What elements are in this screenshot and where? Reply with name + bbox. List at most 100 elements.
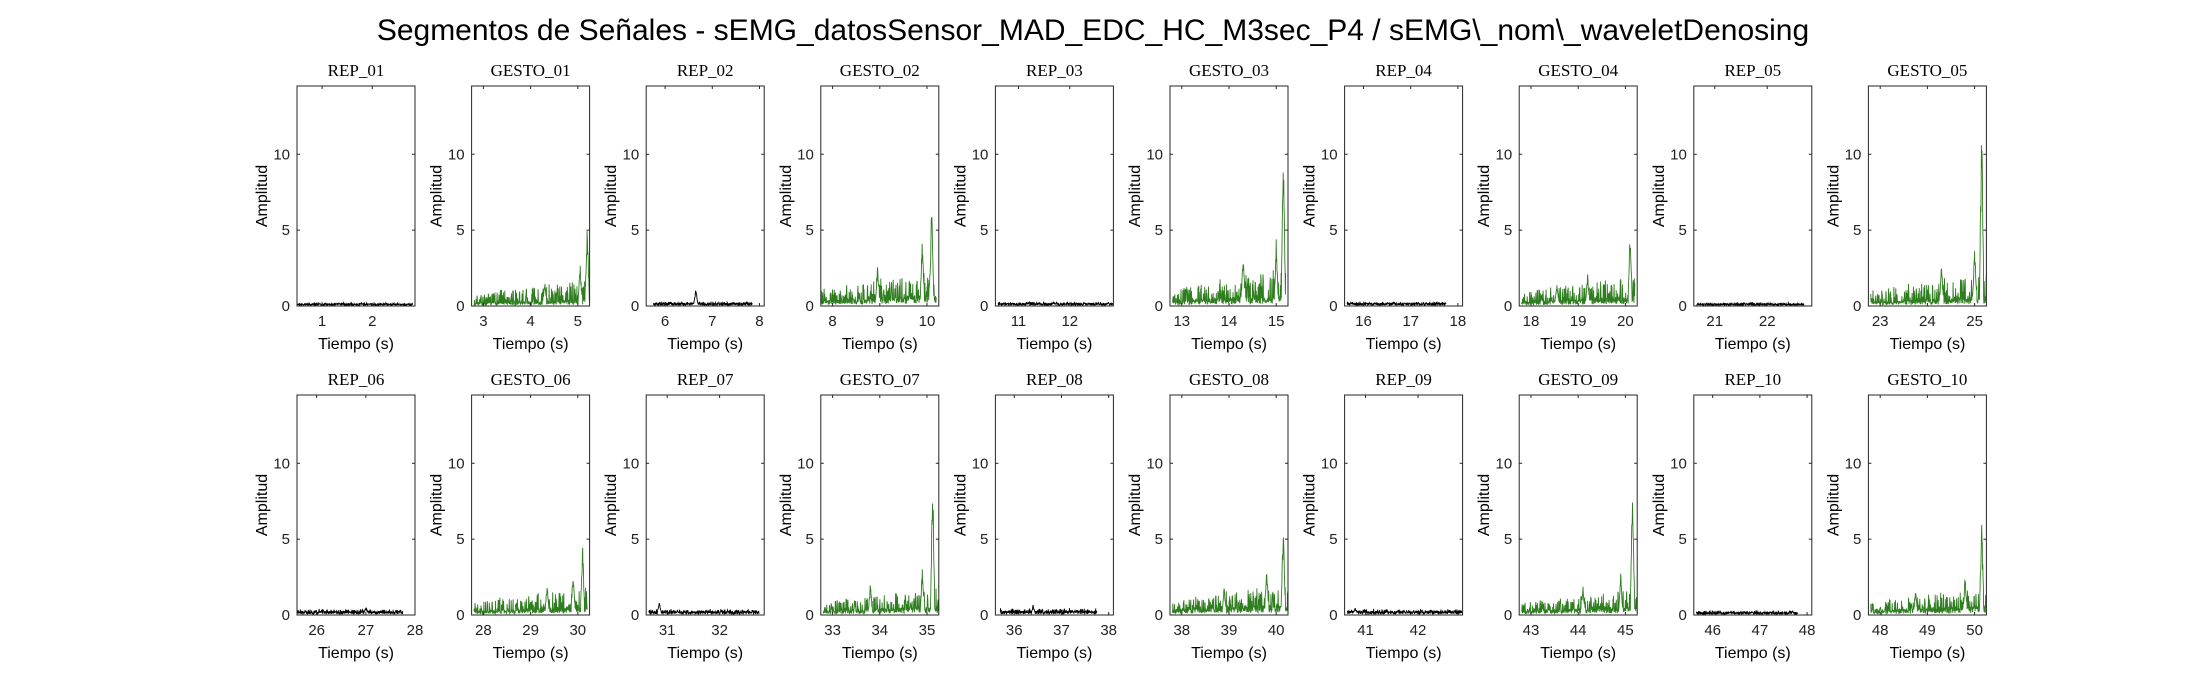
y-tick-label: 0 (1504, 607, 1512, 624)
y-tick-label: 5 (1155, 531, 1163, 548)
y-axis-label: Amplitud (429, 474, 446, 536)
axes-box (471, 394, 591, 616)
y-tick-label: 5 (1504, 222, 1512, 239)
y-tick-label: 5 (456, 531, 464, 548)
y-tick-label: 10 (1670, 455, 1687, 472)
y-axis-label: Amplitud (1651, 474, 1668, 536)
y-axis-label: Amplitud (952, 165, 969, 227)
y-tick-label: 0 (1504, 298, 1512, 315)
x-tick-label: 8 (828, 313, 836, 330)
y-tick-label: 5 (631, 222, 639, 239)
y-axis-label: Amplitud (254, 474, 271, 536)
x-tick-label: 15 (1268, 313, 1285, 330)
y-axis-label: Amplitud (1825, 165, 1842, 227)
x-tick-label: 29 (522, 622, 539, 639)
x-axis-label: Tiempo (s) (493, 645, 569, 662)
subplot-title: REP_04 (1375, 61, 1432, 80)
x-tick-label: 17 (1402, 313, 1419, 330)
x-tick-label: 5 (574, 313, 582, 330)
subplot-title: GESTO_09 (1538, 370, 1618, 389)
y-tick-label: 10 (972, 146, 989, 163)
x-axis-label: Tiempo (s) (1540, 645, 1616, 662)
x-tick-label: 10 (919, 313, 936, 330)
y-tick-label: 10 (1670, 146, 1687, 163)
x-tick-label: 32 (711, 622, 728, 639)
y-tick-label: 5 (1155, 222, 1163, 239)
y-tick-label: 5 (1853, 531, 1861, 548)
gesto-signal-line (1171, 537, 1289, 615)
x-tick-label: 37 (1053, 622, 1070, 639)
x-tick-label: 25 (1966, 313, 1983, 330)
axes-box (1693, 394, 1813, 616)
y-tick-label: 0 (805, 298, 813, 315)
x-tick-label: 9 (876, 313, 884, 330)
x-axis-label: Tiempo (s) (1715, 336, 1791, 353)
y-axis-label: Amplitud (778, 165, 795, 227)
subplot-title: REP_10 (1724, 370, 1781, 389)
subplot-rep-05: REP_05 0 5 10 21 22 Tiempo (s) Amplitud (1651, 61, 1813, 353)
x-tick-label: 16 (1355, 313, 1372, 330)
axes-box (296, 85, 416, 307)
x-tick-label: 50 (1966, 622, 1983, 639)
x-tick-label: 38 (1100, 622, 1117, 639)
x-tick-label: 30 (569, 622, 586, 639)
x-axis-label: Tiempo (s) (1191, 336, 1267, 353)
subplot-title: REP_07 (677, 370, 734, 389)
subplot-gesto-01: GESTO_01 0 5 10 3 4 5 Tiempo (s) Amplitud (429, 61, 591, 353)
y-tick-label: 10 (1845, 146, 1862, 163)
x-axis-label: Tiempo (s) (1366, 336, 1442, 353)
x-tick-label: 43 (1523, 622, 1540, 639)
subplot-title: REP_08 (1026, 370, 1083, 389)
x-tick-label: 6 (661, 313, 669, 330)
x-tick-label: 18 (1523, 313, 1540, 330)
rep-signal-line (999, 604, 1098, 616)
x-tick-label: 35 (919, 622, 936, 639)
y-tick-label: 10 (1496, 455, 1513, 472)
subplot-rep-06: REP_06 0 5 10 26 27 28 Tiempo (s) Amplitud (254, 370, 423, 662)
subplot-rep-09: REP_09 0 5 10 41 42 Tiempo (s) Amplitud (1302, 370, 1464, 662)
y-axis-label: Amplitud (778, 474, 795, 536)
y-tick-label: 0 (1329, 298, 1337, 315)
y-tick-label: 5 (980, 222, 988, 239)
x-tick-label: 40 (1268, 622, 1285, 639)
x-axis-label: Tiempo (s) (318, 645, 394, 662)
x-tick-label: 8 (755, 313, 763, 330)
y-tick-label: 5 (1678, 222, 1686, 239)
x-tick-label: 45 (1617, 622, 1634, 639)
axes-box (1693, 85, 1813, 307)
x-axis-label: Tiempo (s) (1715, 645, 1791, 662)
axes-box (645, 85, 765, 307)
x-tick-label: 20 (1617, 313, 1634, 330)
x-tick-label: 4 (526, 313, 534, 330)
subplot-rep-10: REP_10 0 5 10 46 47 48 Tiempo (s) Amplitud (1651, 370, 1816, 662)
x-tick-label: 21 (1706, 313, 1723, 330)
y-tick-label: 0 (282, 607, 290, 624)
rep-signal-line (1346, 607, 1464, 616)
y-axis-label: Amplitud (1127, 165, 1144, 227)
x-tick-label: 47 (1752, 622, 1769, 639)
gesto-signal-line (1870, 524, 1987, 616)
x-tick-label: 39 (1221, 622, 1238, 639)
y-tick-label: 0 (805, 607, 813, 624)
rep-signal-line (296, 607, 404, 616)
y-tick-label: 10 (1321, 146, 1338, 163)
subplot-title: GESTO_04 (1538, 61, 1618, 80)
subplot-title: GESTO_07 (840, 370, 920, 389)
x-axis-label: Tiempo (s) (1191, 645, 1267, 662)
y-tick-label: 10 (273, 455, 290, 472)
axes-box (820, 394, 940, 616)
figure-title: Segmentos de Señales - sEMG_datosSensor_… (377, 14, 1809, 47)
y-tick-label: 5 (980, 531, 988, 548)
y-tick-label: 0 (456, 298, 464, 315)
gesto-signal-line (1172, 172, 1287, 306)
x-tick-label: 48 (1799, 622, 1816, 639)
y-axis-label: Amplitud (603, 165, 620, 227)
y-tick-label: 10 (1146, 146, 1163, 163)
subplot-title: GESTO_01 (491, 61, 571, 80)
